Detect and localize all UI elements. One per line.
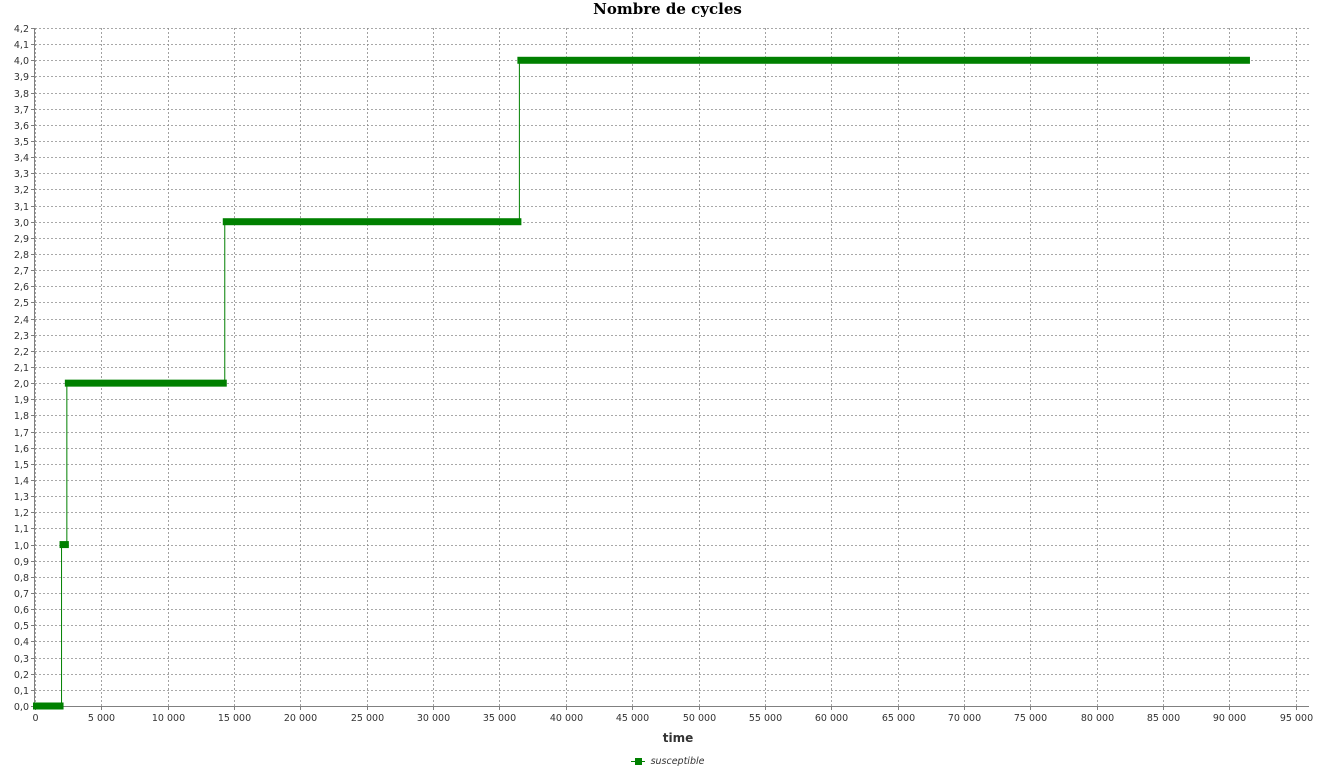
axes-layer [34,28,1309,707]
series-plateau-mark [59,541,69,549]
y-tick-label: 0,3 [14,654,29,665]
x-tick-label: 25 000 [351,713,384,724]
x-tick-label: 50 000 [683,713,716,724]
y-tick-label: 3,9 [14,72,29,83]
x-tick-label: 15 000 [218,713,251,724]
y-tick-label: 2,3 [14,331,29,342]
x-tick-label: 35 000 [483,713,516,724]
y-tick-label: 1,9 [14,395,29,406]
y-tick-label: 0,5 [14,621,29,632]
y-tick-label: 2,5 [14,298,29,309]
y-tick-label: 0,8 [14,573,29,584]
y-tick-label: 2,0 [14,379,29,390]
x-tick-label: 90 000 [1213,713,1246,724]
y-tick-label: 0,9 [14,557,29,568]
legend: susceptible [0,756,1335,767]
y-tick-label: 0,6 [14,605,29,616]
y-tick-label: 3,7 [14,105,29,116]
y-tick-label: 2,8 [14,250,29,261]
y-tick-label: 3,2 [14,185,29,196]
x-tick-label: 75 000 [1014,713,1047,724]
legend-label: susceptible [650,756,705,767]
y-tick-label: 0,2 [14,670,29,681]
y-tick-label: 3,8 [14,89,29,100]
y-tick-label: 4,2 [14,24,29,35]
y-tick-label: 3,4 [14,153,29,164]
y-tick-label: 1,6 [14,444,29,455]
y-tick-label: 3,5 [14,137,29,148]
y-tick-label: 2,7 [14,266,29,277]
y-tick-label: 3,6 [14,121,29,132]
x-tick-label: 70 000 [948,713,981,724]
x-tick-label: 20 000 [284,713,317,724]
y-tick-label: 0,4 [14,637,29,648]
y-tick-label: 0,1 [14,686,29,697]
x-tick-label: 80 000 [1081,713,1114,724]
x-tick-label: 85 000 [1147,713,1180,724]
x-tick-label: 45 000 [616,713,649,724]
y-tick-label: 1,7 [14,428,29,439]
y-tick-label: 1,1 [14,524,29,535]
y-tick-label: 2,9 [14,234,29,245]
legend-swatch-icon [630,757,645,766]
y-tick-label: 3,3 [14,169,29,180]
grid-layer [35,28,1309,707]
chart-title: Nombre de cycles [593,0,742,18]
y-tick-label: 2,4 [14,315,29,326]
y-tick-label: 4,1 [14,40,29,51]
plot-background [35,28,1309,706]
series-layer [33,56,1250,710]
series-plateau-mark [33,702,64,710]
x-tick-label: 0 [32,713,38,724]
x-tick-label: 30 000 [417,713,450,724]
y-tick-label: 0,0 [14,702,29,713]
ticks-layer: 0 5 000 10 000 15 000 20 000 25 000 30 000 35 0… [14,24,1313,724]
y-tick-label: 3,0 [14,218,29,229]
series-plateau-mark [222,218,522,226]
y-tick-label: 1,2 [14,508,29,519]
y-tick-label: 4,0 [14,56,29,67]
x-tick-label: 55 000 [749,713,782,724]
series-plateau-mark [64,379,227,387]
x-tick-label: 65 000 [882,713,915,724]
y-tick-label: 2,6 [14,282,29,293]
y-tick-label: 1,8 [14,411,29,422]
x-tick-label: 5 000 [88,713,115,724]
series-plateau-mark [517,56,1250,64]
y-tick-label: 2,1 [14,363,29,374]
x-tick-label: 40 000 [550,713,583,724]
y-tick-label: 2,2 [14,347,29,358]
y-tick-label: 1,5 [14,460,29,471]
y-tick-label: 3,1 [14,202,29,213]
x-tick-label: 60 000 [815,713,848,724]
y-tick-label: 1,3 [14,492,29,503]
x-axis-title: time [663,731,694,745]
x-tick-label: 10 000 [152,713,185,724]
y-tick-label: 1,4 [14,476,29,487]
y-tick-label: 1,0 [14,541,29,552]
x-tick-label: 95 000 [1280,713,1313,724]
y-tick-label: 0,7 [14,589,29,600]
